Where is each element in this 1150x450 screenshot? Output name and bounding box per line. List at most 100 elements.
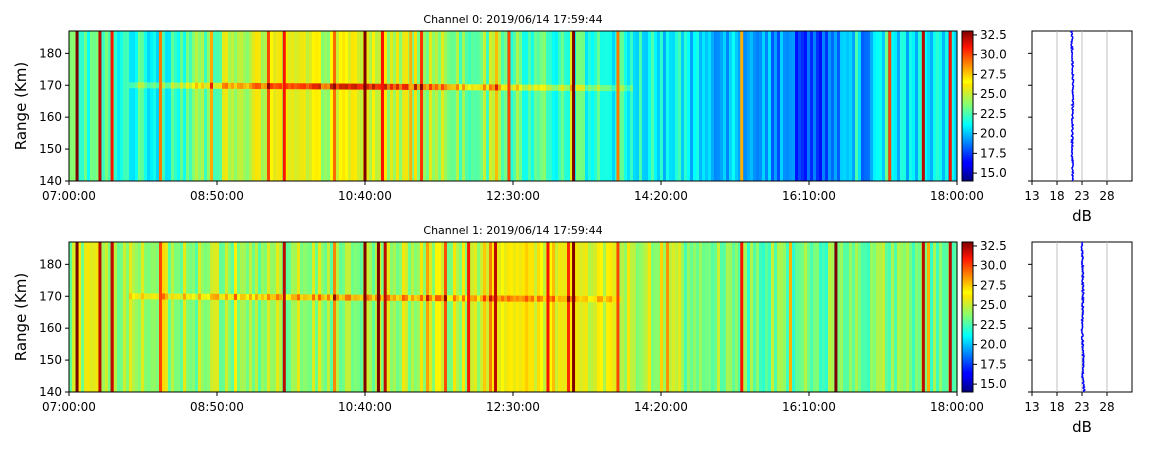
heatmap-column: [210, 31, 214, 181]
layer-cell: [141, 82, 145, 89]
layer-cell: [312, 294, 316, 301]
profile-x-tick-label: 18: [1049, 189, 1064, 203]
heatmap-column: [861, 31, 865, 181]
heatmap-column: [894, 31, 898, 181]
heatmap-column: [108, 31, 112, 181]
heatmap-column: [231, 31, 235, 181]
heatmap-column: [372, 242, 376, 392]
x-axis: 07:00:00 08:50:00 10:40:00 12:30:00 14:20:00…: [42, 181, 984, 203]
heatmap-column: [840, 31, 844, 181]
heatmap-column: [465, 242, 469, 392]
heatmap-column: [357, 242, 361, 392]
heatmap-column: [114, 242, 118, 392]
heatmap-column: [420, 31, 424, 181]
heatmap-column: [813, 31, 817, 181]
heatmap-column: [795, 31, 799, 181]
heatmap-column: [693, 242, 697, 392]
heatmap-column: [285, 242, 289, 392]
layer-cell: [195, 82, 199, 89]
layer-cell: [306, 294, 310, 301]
heatmap-column: [843, 242, 847, 392]
heatmap-column: [336, 31, 340, 181]
layer-cell: [300, 83, 304, 90]
heatmap-column: [882, 242, 886, 392]
heatmap-column: [315, 31, 319, 181]
heatmap-column: [324, 242, 328, 392]
heatmap-column: [633, 242, 637, 392]
heatmap-column: [696, 242, 700, 392]
heatmap-column: [96, 242, 100, 392]
heatmap-column: [318, 242, 322, 392]
layer-cell: [468, 84, 472, 91]
heatmap-column: [105, 242, 109, 392]
heatmap-column: [162, 242, 166, 392]
heatmap-column: [354, 242, 358, 392]
heatmap-column: [141, 242, 145, 392]
heatmap-column: [393, 31, 397, 181]
heatmap-column: [633, 31, 637, 181]
heatmap-column: [366, 242, 370, 392]
layer-cell: [387, 83, 391, 90]
heatmap-column: [78, 31, 82, 181]
layer-cell: [213, 82, 217, 89]
chart-title: Channel 1: 2019/06/14 17:59:44: [423, 224, 602, 237]
layer-cell: [285, 83, 289, 90]
layer-cell: [186, 82, 190, 89]
layer-cell: [138, 82, 142, 89]
heatmap-column: [621, 242, 625, 392]
heatmap-column: [855, 31, 859, 181]
layer-cell: [234, 293, 238, 300]
layer-cell: [510, 84, 514, 91]
layer-cell: [168, 293, 172, 300]
layer-cell: [198, 82, 202, 89]
heatmap-column: [636, 31, 640, 181]
layer-cell: [327, 83, 331, 90]
heatmap-column: [297, 31, 301, 181]
heatmap-column: [522, 242, 526, 392]
heatmap-column: [219, 242, 223, 392]
layer-cell: [249, 82, 253, 89]
heatmap-column: [918, 242, 922, 392]
heatmap-column: [438, 31, 442, 181]
layer-cell: [183, 82, 187, 89]
layer-cell: [189, 293, 193, 300]
heatmap-column: [672, 31, 676, 181]
spike-line: [740, 31, 744, 181]
layer-cell: [465, 295, 469, 302]
heatmap-column: [684, 242, 688, 392]
heatmap-column: [792, 242, 796, 392]
layer-cell: [258, 83, 262, 90]
heatmap-column: [261, 242, 265, 392]
layer-cell: [396, 83, 400, 90]
layer-cell: [435, 295, 439, 302]
heatmap-column: [915, 242, 919, 392]
heatmap-column: [930, 242, 934, 392]
heatmap-column: [354, 31, 358, 181]
heatmap-column: [228, 242, 232, 392]
heatmap-column: [681, 31, 685, 181]
heatmap-column: [852, 31, 856, 181]
layer-cell: [288, 294, 292, 301]
heatmap-column: [474, 242, 478, 392]
heatmap-column: [405, 242, 409, 392]
heatmap-column: [495, 31, 499, 181]
heatmap-column: [369, 31, 373, 181]
layer-cell: [585, 296, 589, 303]
layer-cell: [147, 82, 151, 89]
heatmap-column: [654, 242, 658, 392]
heatmap-column: [444, 31, 448, 181]
heatmap-column: [897, 31, 901, 181]
heatmap-column: [699, 242, 703, 392]
heatmap-column: [609, 31, 613, 181]
layer-cell: [603, 85, 607, 92]
heatmap-column: [684, 31, 688, 181]
layer-cell: [138, 293, 142, 300]
layer-cell: [375, 294, 379, 301]
heatmap-column: [744, 31, 748, 181]
heatmap-column: [579, 242, 583, 392]
heatmap-column: [297, 242, 301, 392]
layer-cell: [264, 294, 268, 301]
layer-cell: [276, 83, 280, 90]
heatmap-column: [801, 242, 805, 392]
heatmap-column: [666, 31, 670, 181]
